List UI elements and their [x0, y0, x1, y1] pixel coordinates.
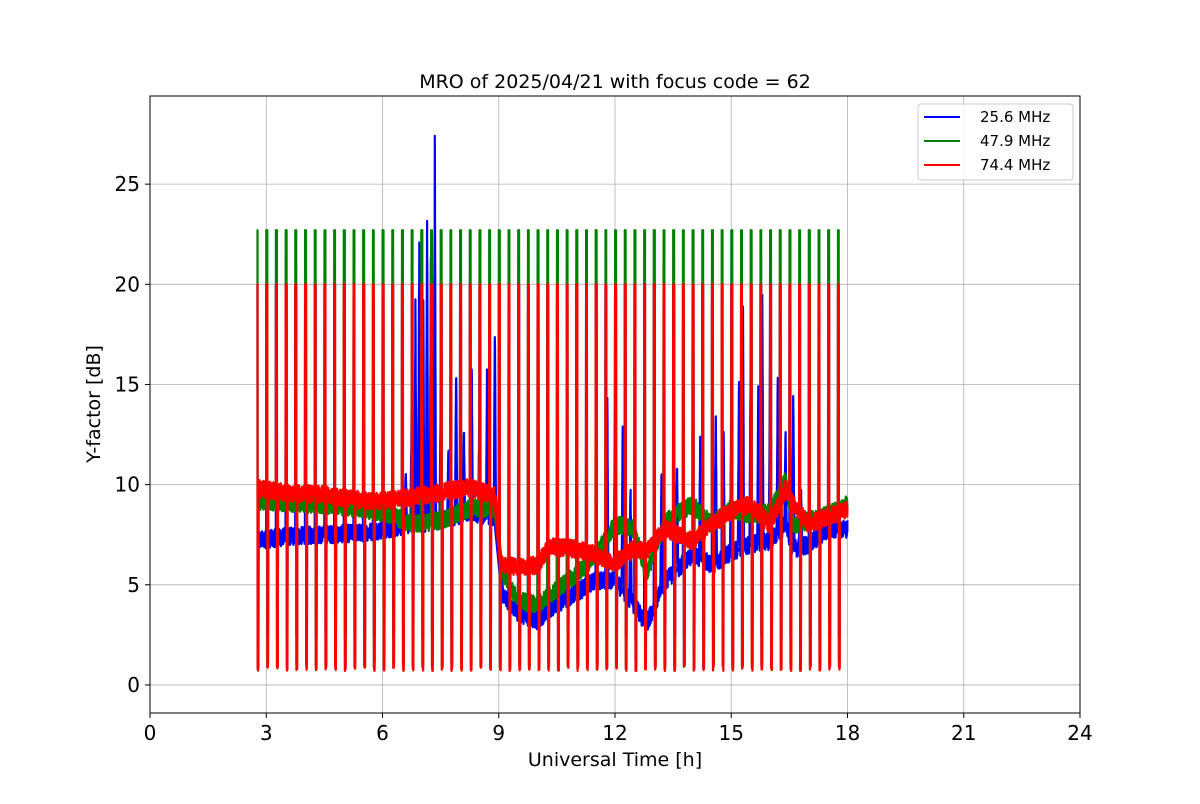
x-tick-label: 15 — [719, 721, 744, 745]
plot-area — [255, 134, 849, 672]
x-tick-label: 21 — [951, 721, 976, 745]
x-axis-label: Universal Time [h] — [528, 749, 702, 771]
x-tick-label: 3 — [260, 721, 273, 745]
x-tick-label: 9 — [492, 721, 505, 745]
series-74-4-mhz — [255, 283, 849, 672]
x-tick-label: 18 — [835, 721, 860, 745]
x-tick-label: 6 — [376, 721, 389, 745]
y-tick-label: 15 — [115, 372, 140, 396]
y-axis-label: Y-factor [dB] — [83, 345, 105, 464]
y-tick-label: 0 — [127, 673, 140, 697]
x-tick-label: 12 — [602, 721, 627, 745]
legend-label: 47.9 MHz — [980, 132, 1050, 150]
legend-label: 74.4 MHz — [980, 156, 1050, 174]
series-baseline-74-4-mhz — [256, 484, 849, 569]
legend: 25.6 MHz 47.9 MHz 74.4 MHz — [917, 103, 1074, 181]
chart-title: MRO of 2025/04/21 with focus code = 62 — [419, 71, 811, 93]
y-tick-label: 25 — [115, 172, 140, 196]
y-tick-label: 20 — [115, 272, 140, 296]
x-tick-label: 24 — [1067, 721, 1092, 745]
x-tick-label: 0 — [144, 721, 157, 745]
x-axis-ticks: 0 3 6 9 12 15 18 21 24 — [144, 713, 1093, 745]
legend-item-25-6-mhz: 25.6 MHz — [924, 108, 1050, 126]
series-group — [255, 134, 849, 672]
legend-item-74-4-mhz: 74.4 MHz — [924, 156, 1050, 174]
y-axis-ticks: 0 5 10 15 20 25 — [115, 172, 150, 697]
legend-box — [917, 103, 1074, 181]
legend-item-47-9-mhz: 47.9 MHz — [924, 132, 1050, 150]
y-tick-label: 10 — [115, 473, 140, 497]
legend-label: 25.6 MHz — [980, 108, 1050, 126]
y-tick-label: 5 — [127, 573, 140, 597]
